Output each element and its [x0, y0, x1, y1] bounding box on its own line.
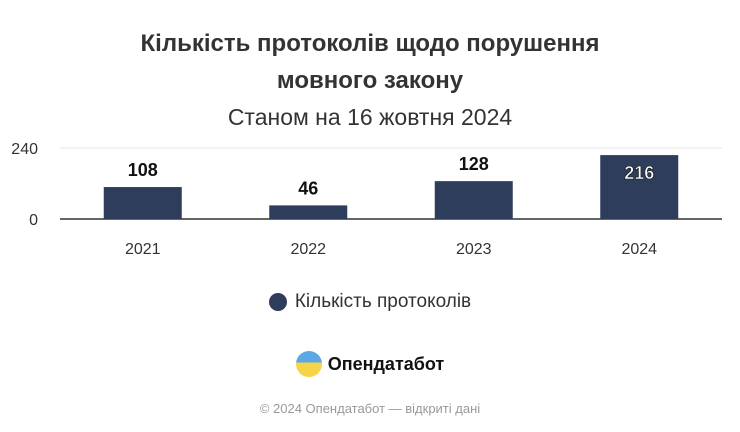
bar [434, 181, 513, 219]
chart-subtitle: Станом на 16 жовтня 2024 [227, 104, 513, 130]
copyright: © 2024 Опендатабот — відкриті дані [259, 401, 481, 416]
legend[interactable]: Кількість протоколів [0, 291, 740, 313]
x-tick-label: 2022 [290, 241, 326, 258]
data-label: 108 [128, 160, 158, 180]
bar [103, 187, 182, 219]
brand[interactable]: Опендатабот [0, 351, 740, 377]
x-tick-label: 2024 [621, 241, 657, 258]
bar [600, 155, 679, 219]
chart-title-line2: мовного закону [276, 67, 464, 94]
chart-title-line1: Кількість протоколів щодо порушення [140, 30, 600, 57]
y-tick-label: 0 [29, 212, 38, 229]
x-tick-label: 2023 [456, 241, 492, 258]
opendatabot-logo-icon [295, 351, 322, 377]
data-label: 128 [459, 154, 489, 174]
legend-swatch [268, 293, 287, 311]
y-tick-label: 240 [11, 141, 38, 158]
bar [269, 205, 348, 219]
data-label: 46 [298, 178, 318, 198]
data-label: 216 [624, 163, 654, 183]
brand-name: Опендатабот [327, 353, 445, 374]
bar-chart: 0 240 108 2021 46 2022 128 2023 216 2024 [11, 141, 722, 258]
legend-label: Кількість протоколів [294, 291, 472, 312]
x-tick-label: 2021 [125, 241, 161, 258]
